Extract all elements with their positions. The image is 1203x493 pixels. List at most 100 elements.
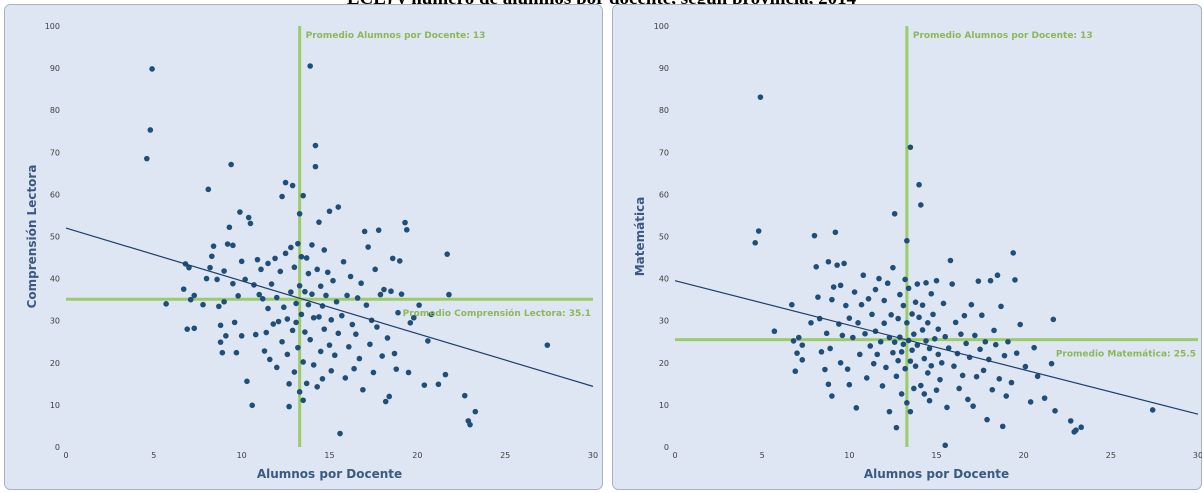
data-point <box>968 301 975 308</box>
data-point <box>935 351 942 358</box>
average-x-label: Promedio Alumnos por Docente: 13 <box>306 31 486 41</box>
plot-background <box>4 4 603 490</box>
data-point <box>907 408 914 415</box>
data-point <box>186 264 192 271</box>
data-point <box>331 352 338 359</box>
data-point <box>347 273 354 280</box>
data-point <box>982 338 989 345</box>
data-point <box>1003 393 1010 399</box>
data-point <box>867 343 874 349</box>
data-point <box>933 387 940 393</box>
data-point <box>914 342 921 348</box>
data-point <box>163 301 169 307</box>
y-tick-label: 0 <box>664 443 669 452</box>
y-tick-label: 20 <box>659 359 669 368</box>
data-point <box>870 360 877 367</box>
data-point <box>256 291 263 298</box>
data-point <box>144 155 150 162</box>
data-point <box>428 311 435 318</box>
data-point <box>300 192 306 199</box>
data-point <box>891 339 898 345</box>
data-point <box>923 338 929 344</box>
data-point <box>881 320 887 327</box>
data-point <box>965 396 971 403</box>
data-point <box>912 299 919 305</box>
data-point <box>354 295 361 301</box>
data-point <box>841 260 847 267</box>
data-point <box>883 364 889 371</box>
y-tick-label: 30 <box>50 317 60 326</box>
y-tick-label: 50 <box>50 233 60 242</box>
data-point <box>829 296 835 303</box>
data-point <box>237 209 243 215</box>
x-axis-title: Alumnos por Docente <box>257 467 402 481</box>
data-point <box>296 282 303 289</box>
data-point <box>829 393 835 399</box>
data-point <box>372 266 378 273</box>
data-point <box>858 301 865 308</box>
x-tick-label: 5 <box>760 451 765 460</box>
data-point <box>825 258 832 265</box>
data-point <box>907 144 914 151</box>
data-point <box>757 94 764 100</box>
data-point <box>263 329 270 336</box>
x-tick-label: 25 <box>500 451 510 460</box>
data-point <box>1052 407 1058 414</box>
data-point <box>1001 352 1008 359</box>
data-point <box>874 351 881 358</box>
data-point <box>210 243 217 249</box>
data-point <box>888 312 894 318</box>
data-point <box>249 402 256 409</box>
data-point <box>904 399 910 406</box>
data-point <box>893 424 900 431</box>
data-point <box>326 342 333 348</box>
chart-panel-matematica: 0 5 10 15 20 25 30 0 10 20 30 40 50 60 70 80 90 100 Alumno… <box>612 4 1202 490</box>
data-point <box>200 301 206 308</box>
data-point <box>277 268 284 275</box>
data-point <box>795 334 802 341</box>
data-point <box>942 333 949 340</box>
data-point <box>219 349 226 356</box>
data-point <box>865 296 872 302</box>
data-point <box>268 281 275 287</box>
data-point <box>855 320 861 326</box>
data-point <box>291 264 298 271</box>
data-point <box>891 210 898 217</box>
data-point <box>1013 350 1020 356</box>
data-point <box>911 385 917 392</box>
y-tick-label: 0 <box>55 443 60 452</box>
data-point <box>755 228 762 234</box>
data-point <box>282 250 289 257</box>
data-point <box>928 362 935 369</box>
data-point <box>295 344 301 351</box>
data-point <box>358 280 364 287</box>
data-point <box>890 264 896 271</box>
data-point <box>799 357 806 363</box>
data-point <box>444 251 450 257</box>
x-tick-label: 5 <box>151 451 156 460</box>
data-point <box>919 327 926 333</box>
average-x-label: Promedio Alumnos por Docente: 13 <box>913 31 1093 41</box>
data-point <box>231 319 238 326</box>
data-point <box>856 351 863 358</box>
x-tick-label: 30 <box>1193 451 1202 460</box>
data-point <box>289 182 296 189</box>
average-y-label: Promedio Matemática: 25.5 <box>1056 350 1196 360</box>
data-point <box>342 375 349 381</box>
data-point <box>363 302 370 308</box>
data-point <box>314 383 321 390</box>
data-point <box>994 272 1001 279</box>
data-point <box>1034 373 1041 380</box>
scatter-plot-matematica: 0 5 10 15 20 25 30 0 10 20 30 40 50 60 70 80 90 100 Alumno… <box>612 4 1202 490</box>
data-point <box>238 333 245 339</box>
data-point <box>314 266 321 273</box>
data-point <box>295 240 301 247</box>
data-point <box>335 330 342 337</box>
trend-line <box>65 227 594 387</box>
data-point <box>242 276 248 283</box>
data-point <box>914 281 921 287</box>
data-point <box>919 302 926 308</box>
x-tick-label: 0 <box>672 451 677 460</box>
data-point <box>275 318 282 325</box>
data-point <box>895 315 901 322</box>
